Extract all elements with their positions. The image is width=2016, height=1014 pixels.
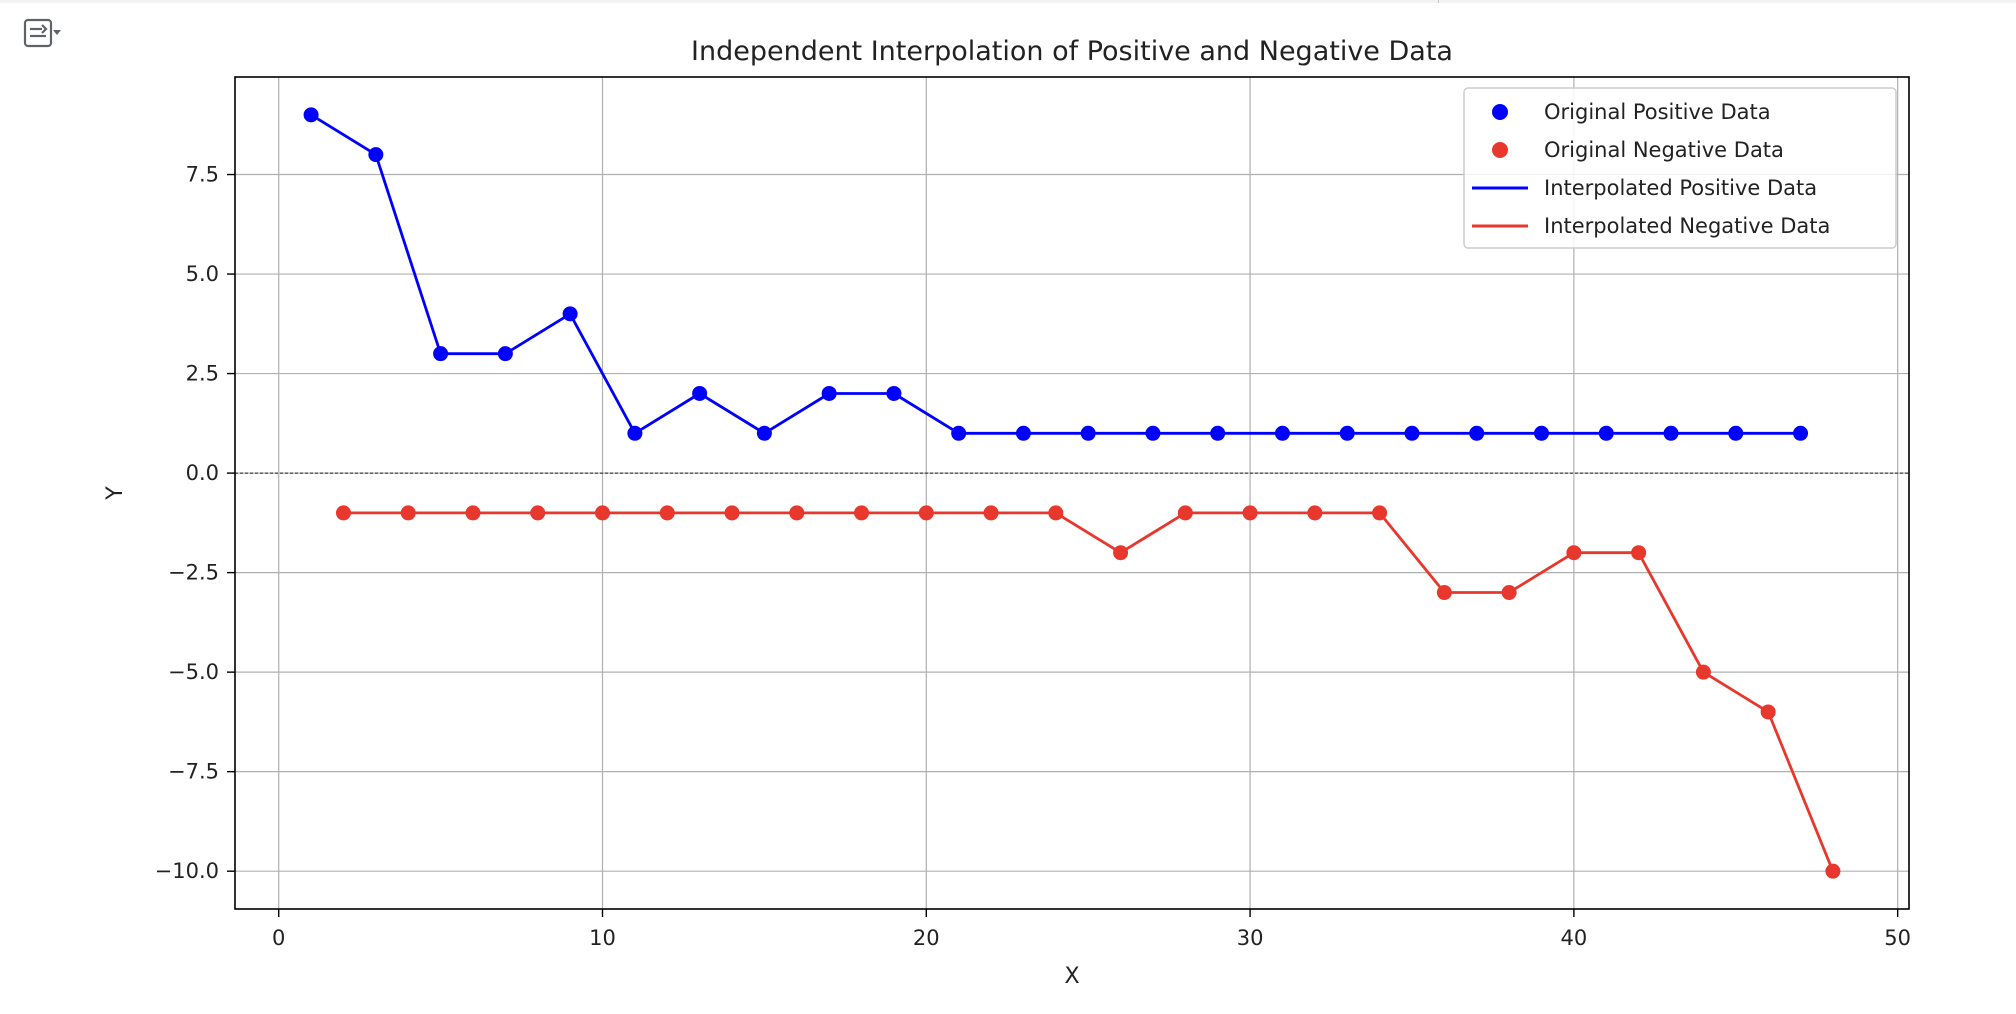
data-point-0: [1015, 425, 1031, 441]
legend-marker: [1492, 142, 1508, 158]
data-point-0: [562, 306, 578, 322]
data-point-0: [1598, 425, 1614, 441]
data-point-0: [1145, 425, 1161, 441]
data-point-0: [433, 346, 449, 362]
data-point-0: [1663, 425, 1679, 441]
data-point-1: [1825, 863, 1841, 879]
data-point-0: [1274, 425, 1290, 441]
data-point-1: [1695, 664, 1711, 680]
y-tick-label: −7.5: [168, 760, 219, 784]
y-tick-label: 7.5: [186, 163, 219, 187]
data-point-1: [1048, 505, 1064, 521]
top-bar-divider: [1438, 0, 1439, 3]
y-tick-label: −10.0: [155, 859, 219, 883]
data-point-1: [400, 505, 416, 521]
data-point-1: [659, 505, 675, 521]
legend-box: [1463, 87, 1897, 249]
data-point-1: [854, 505, 870, 521]
legend-label: Original Negative Data: [1544, 138, 1784, 162]
output-actions-icon[interactable]: [20, 14, 64, 54]
data-point-0: [951, 425, 967, 441]
y-tick-label: 5.0: [186, 262, 219, 286]
data-point-1: [724, 505, 740, 521]
data-point-1: [1307, 505, 1323, 521]
legend-marker: [1492, 104, 1508, 120]
data-point-0: [1469, 425, 1485, 441]
x-tick-label: 30: [1237, 926, 1264, 950]
data-point-1: [918, 505, 934, 521]
x-tick-label: 0: [272, 926, 285, 950]
data-point-0: [756, 425, 772, 441]
chart-title: Independent Interpolation of Positive an…: [691, 36, 1453, 67]
y-tick-label: −5.0: [168, 660, 219, 684]
data-point-0: [1080, 425, 1096, 441]
series-line-0: [310, 113, 1801, 435]
data-point-0: [368, 147, 384, 163]
data-point-0: [1728, 425, 1744, 441]
output-actions-glyph: [23, 18, 61, 48]
data-point-1: [1631, 545, 1647, 561]
series-line-1: [343, 511, 1835, 872]
legend-label: Interpolated Negative Data: [1544, 214, 1830, 238]
y-tick-label: 0.0: [186, 461, 219, 485]
data-point-1: [1372, 505, 1388, 521]
data-point-0: [1793, 425, 1809, 441]
data-point-1: [1177, 505, 1193, 521]
x-tick-label: 20: [913, 926, 940, 950]
x-tick-label: 40: [1561, 926, 1588, 950]
legend-label: Interpolated Positive Data: [1544, 176, 1817, 200]
y-tick-label: 2.5: [186, 362, 219, 386]
data-point-0: [1339, 425, 1355, 441]
data-point-0: [692, 385, 708, 401]
y-tick-label: −2.5: [168, 561, 219, 585]
data-point-1: [595, 505, 611, 521]
notebook-top-bar: [0, 0, 2016, 3]
data-point-1: [983, 505, 999, 521]
data-point-0: [886, 385, 902, 401]
x-tick-label: 50: [1884, 926, 1911, 950]
data-point-0: [627, 425, 643, 441]
y-axis-label: Y: [103, 486, 128, 501]
data-point-1: [465, 505, 481, 521]
data-point-1: [789, 505, 805, 521]
y-axis-ticks: −10.0 −7.5 −5.0 −2.5 0.0 2.5 5.0 7.5: [155, 163, 235, 883]
chart-legend: Original Positive Data Original Negative …: [1463, 87, 1897, 249]
data-point-1: [335, 505, 351, 521]
legend-label: Original Positive Data: [1544, 100, 1771, 124]
data-point-1: [530, 505, 546, 521]
data-point-1: [1242, 505, 1258, 521]
data-point-0: [1210, 425, 1226, 441]
data-point-1: [1760, 704, 1776, 720]
x-tick-label: 10: [589, 926, 616, 950]
data-point-1: [1436, 585, 1452, 601]
data-point-0: [1404, 425, 1420, 441]
interpolated-lines: [310, 113, 1835, 872]
x-axis-label: X: [1064, 964, 1079, 989]
data-point-1: [1113, 545, 1129, 561]
data-point-0: [497, 346, 513, 362]
data-point-0: [821, 385, 837, 401]
data-point-1: [1501, 585, 1517, 601]
plot-area-frame: [234, 76, 1910, 910]
data-point-0: [1533, 425, 1549, 441]
x-axis-ticks: 0 10 20 30 40 50: [272, 909, 1911, 950]
data-points: [303, 107, 1841, 879]
data-point-0: [303, 107, 319, 123]
data-point-1: [1566, 545, 1582, 561]
